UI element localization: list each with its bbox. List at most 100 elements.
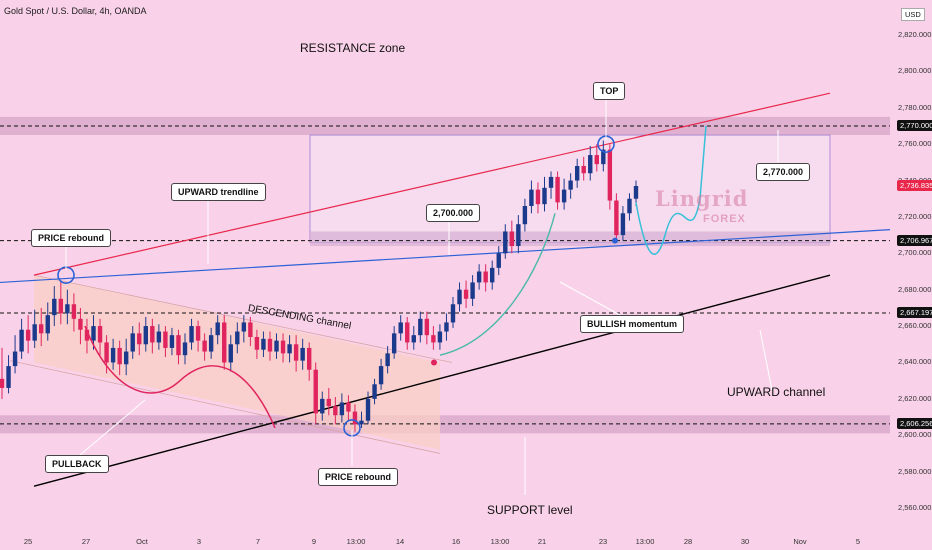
candle-body xyxy=(274,340,279,352)
candle-body xyxy=(52,298,57,316)
candle-body xyxy=(104,342,109,363)
candle-body xyxy=(176,335,181,356)
lingrid-watermark: Lingrid xyxy=(655,186,749,211)
projection-path xyxy=(635,125,707,255)
candle-body xyxy=(601,149,606,165)
candle-body xyxy=(509,231,515,247)
time-tick-label: 9 xyxy=(311,537,317,546)
candle-body xyxy=(215,322,220,336)
price-rebound-callout-2: PRICE rebound xyxy=(318,468,399,486)
time-tick-label: 25 xyxy=(23,537,33,546)
support-trendline xyxy=(33,274,831,487)
candle-body xyxy=(522,206,528,225)
pullback-path xyxy=(84,325,276,429)
candle-body xyxy=(516,224,521,247)
candle-body xyxy=(117,347,122,365)
candle-body xyxy=(110,347,116,363)
candle-body xyxy=(97,326,103,343)
descending-channel-top xyxy=(33,274,453,363)
candle-body xyxy=(12,351,18,367)
candle-body xyxy=(503,231,508,254)
candle-body xyxy=(202,340,207,352)
time-tick-label: 3 xyxy=(196,537,202,546)
time-tick-label: 27 xyxy=(81,537,91,546)
price-tick-label: 2,700.000 xyxy=(898,248,932,258)
currency-selector[interactable]: USD xyxy=(901,8,925,21)
price-tick-label: 2,560.000 xyxy=(898,503,932,512)
candle-body xyxy=(130,333,135,352)
time-tick-label: Oct xyxy=(136,537,148,546)
candle-body xyxy=(163,331,168,348)
candle-body xyxy=(463,289,469,299)
candle-body xyxy=(241,322,247,332)
candle-body xyxy=(313,369,318,414)
candle-body xyxy=(189,326,194,343)
upward-trendline xyxy=(0,229,891,284)
candle-body xyxy=(267,338,273,352)
candle-body xyxy=(293,344,299,361)
candle-body xyxy=(45,315,50,334)
candle-body xyxy=(222,322,227,363)
level-price-tag: 2,667.197 xyxy=(897,306,932,318)
candle-body xyxy=(326,398,332,407)
candle-body xyxy=(418,318,423,336)
candle-body xyxy=(228,344,233,363)
candle-body xyxy=(91,326,96,341)
candle-body xyxy=(208,335,214,352)
candle-body xyxy=(261,338,266,350)
candle-body xyxy=(280,340,286,354)
candle-body xyxy=(248,322,253,337)
candle-body xyxy=(561,189,567,203)
time-tick-label: 14 xyxy=(395,537,405,546)
candle-body xyxy=(32,324,37,341)
candle-body xyxy=(437,331,443,343)
time-tick-label: 7 xyxy=(255,537,261,546)
candle-body xyxy=(457,289,462,305)
candle-body xyxy=(574,165,580,181)
momentum-start-dot xyxy=(431,359,437,366)
candle-body xyxy=(306,347,312,370)
breakout-band xyxy=(310,231,830,247)
level-price-tag: 2,770.000 xyxy=(897,119,932,131)
pullback-callout: PULLBACK xyxy=(45,455,109,473)
candle-body xyxy=(555,176,560,203)
time-tick-label: 30 xyxy=(740,537,750,546)
momentum-leader xyxy=(559,281,621,316)
candle-body xyxy=(339,402,345,416)
candle-body xyxy=(19,329,24,352)
bullish-momentum-callout: BULLISH momentum xyxy=(580,315,684,333)
time-tick-label: 13:00 xyxy=(346,537,366,546)
candle-body xyxy=(568,180,573,190)
price-tick-label: 2,760.000 xyxy=(898,139,932,149)
time-tick-label: 5 xyxy=(855,537,861,546)
candle-body xyxy=(450,304,456,323)
candle-body xyxy=(633,185,639,199)
candle-body xyxy=(385,353,390,367)
candle-body xyxy=(483,271,488,283)
candle-body xyxy=(391,333,397,354)
target-2700-callout: 2,700.000 xyxy=(426,204,481,222)
candle-body xyxy=(372,384,377,399)
price-rebound-callout-1: PRICE rebound xyxy=(31,229,112,247)
candle-body xyxy=(235,331,240,345)
top-callout: TOP xyxy=(593,82,626,100)
price-tick-label: 2,660.000 xyxy=(898,321,932,331)
candle-body xyxy=(627,198,632,214)
descending-channel-bottom xyxy=(9,360,441,454)
price-tick-label: 2,680.000 xyxy=(898,284,932,294)
price-tick-label: 2,740.000 xyxy=(898,176,931,185)
current-price-tag: 2,736.835 xyxy=(897,180,932,192)
candle-body xyxy=(39,324,44,334)
candle-body xyxy=(346,402,351,412)
candle-body xyxy=(542,187,547,205)
price-tick-label: 2,720.000 xyxy=(898,211,932,221)
candle-body xyxy=(398,322,403,334)
candle-body xyxy=(620,213,626,236)
candle-body xyxy=(78,318,83,330)
candle-body xyxy=(169,335,175,348)
candle-body xyxy=(25,329,31,341)
price-tick-label: 2,640.000 xyxy=(898,357,932,367)
level-price-tag: 2,606.256 xyxy=(897,417,932,429)
candle-body xyxy=(84,329,90,341)
time-tick-label: 21 xyxy=(537,537,547,546)
